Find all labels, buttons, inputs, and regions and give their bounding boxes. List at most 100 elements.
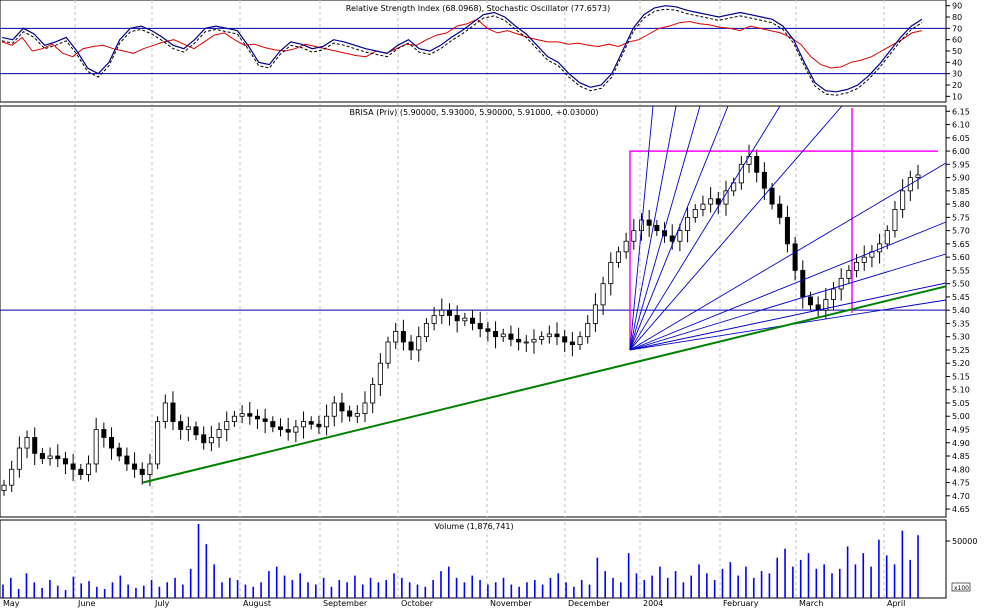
price-y-tick-label: 4.90 <box>952 439 970 448</box>
fan-line <box>629 221 947 351</box>
candle-down <box>454 315 460 322</box>
oscillator-y-tick-label: 10 <box>952 92 962 101</box>
candle-down <box>493 330 499 338</box>
candle-up <box>531 338 537 343</box>
candle-up <box>685 216 691 232</box>
candle-up <box>577 336 583 346</box>
rsi-line <box>1 18 923 69</box>
candle-up <box>846 269 852 279</box>
price-y-tick-label: 5.70 <box>952 227 970 236</box>
trendline <box>142 285 947 484</box>
candle-up <box>216 429 222 438</box>
candle-down <box>516 338 522 343</box>
candle-down <box>124 455 130 465</box>
price-y-tick-label: 5.95 <box>952 160 970 169</box>
candle-up <box>600 283 606 306</box>
candle-up <box>523 341 529 344</box>
candle-down <box>39 452 45 460</box>
price-panel-frame <box>0 105 947 518</box>
candle-up <box>293 426 299 433</box>
candle-up <box>416 336 422 351</box>
candle-down <box>170 402 176 422</box>
price-y-tick-label: 4.75 <box>952 479 970 488</box>
fan-line <box>629 105 729 351</box>
candle-down <box>247 413 253 417</box>
candle-up <box>861 256 867 263</box>
candle-down <box>446 309 452 316</box>
candle-up <box>393 330 399 343</box>
x-tick-label: November <box>490 599 532 608</box>
candle-down <box>193 426 199 436</box>
price-y-tick-label: 5.50 <box>952 280 970 289</box>
fan-line <box>629 253 947 351</box>
candle-down <box>316 423 322 428</box>
x-tick-label: August <box>243 599 271 608</box>
oscillator-y-tick-label: 80 <box>952 13 962 22</box>
x-tick-label: February <box>723 599 759 608</box>
candle-up <box>385 341 391 364</box>
price-y-tick-label: 4.80 <box>952 465 970 474</box>
price-y-tick-label: 4.85 <box>952 452 970 461</box>
candle-up <box>731 182 737 192</box>
oscillator-y-tick-label: 70 <box>952 24 962 33</box>
candle-down <box>347 410 353 417</box>
price-y-tick-label: 5.00 <box>952 412 970 421</box>
oscillator-layer <box>0 5 946 96</box>
candle-up <box>24 437 30 449</box>
candle-up <box>231 415 237 422</box>
candle-down <box>101 429 107 438</box>
candle-up <box>823 299 829 311</box>
gann-box <box>629 150 938 350</box>
candle-down <box>70 463 76 470</box>
volume-title: Volume (1,876,741) <box>434 522 513 531</box>
candle-up <box>746 155 752 165</box>
candle-up <box>370 384 376 404</box>
candle-down <box>408 341 414 351</box>
oscillator-y-tick-label: 40 <box>952 58 962 67</box>
price-y-tick-label: 6.15 <box>952 107 970 116</box>
candle-up <box>431 315 437 324</box>
price-y-tick-label: 5.35 <box>952 319 970 328</box>
candle-up <box>377 362 383 385</box>
candle-up <box>700 203 706 210</box>
candle-up <box>831 288 837 300</box>
price-y-tick-label: 5.05 <box>952 399 970 408</box>
candle-up <box>539 336 545 340</box>
oscillator-title: Relative Strength Index (68.0968), Stoch… <box>346 4 611 13</box>
candle-up <box>677 230 683 242</box>
candle-up <box>692 209 698 218</box>
x-tick-label: 2004 <box>643 599 663 608</box>
candle-down <box>270 421 276 428</box>
price-y-tick-label: 4.70 <box>952 492 970 501</box>
price-y-tick-label: 5.25 <box>952 346 970 355</box>
price-y-tick-label: 5.60 <box>952 253 970 262</box>
price-title: BRISA (Priv) (5.90000, 5.93000, 5.90000,… <box>349 108 598 117</box>
oscillator-y-tick-label: 30 <box>952 70 962 79</box>
price-y-tick-label: 5.40 <box>952 306 970 315</box>
x-tick-label: July <box>154 599 170 608</box>
candle-up <box>16 447 22 470</box>
candle-down <box>508 333 514 340</box>
candle-down <box>400 330 406 343</box>
volume-layer <box>2 524 919 598</box>
candle-up <box>623 240 629 253</box>
candle-down <box>78 468 84 475</box>
candle-down <box>792 243 798 271</box>
oscillator-y-tick-label: 60 <box>952 36 962 45</box>
grid-layer <box>74 0 885 598</box>
candle-up <box>324 415 330 428</box>
candle-down <box>477 323 483 330</box>
candle-down <box>654 224 660 232</box>
fan-line <box>629 105 781 351</box>
candle-up <box>362 402 368 414</box>
price-y-tick-label: 5.75 <box>952 213 970 222</box>
price-y-tick-label: 5.10 <box>952 386 970 395</box>
stochastic-line <box>1 5 923 93</box>
axis-layer: May June July August September October Novembe… <box>3 2 970 608</box>
candle-up <box>85 463 91 475</box>
candle-down <box>116 447 122 457</box>
candle-down <box>761 171 767 189</box>
candle-up <box>708 198 714 205</box>
